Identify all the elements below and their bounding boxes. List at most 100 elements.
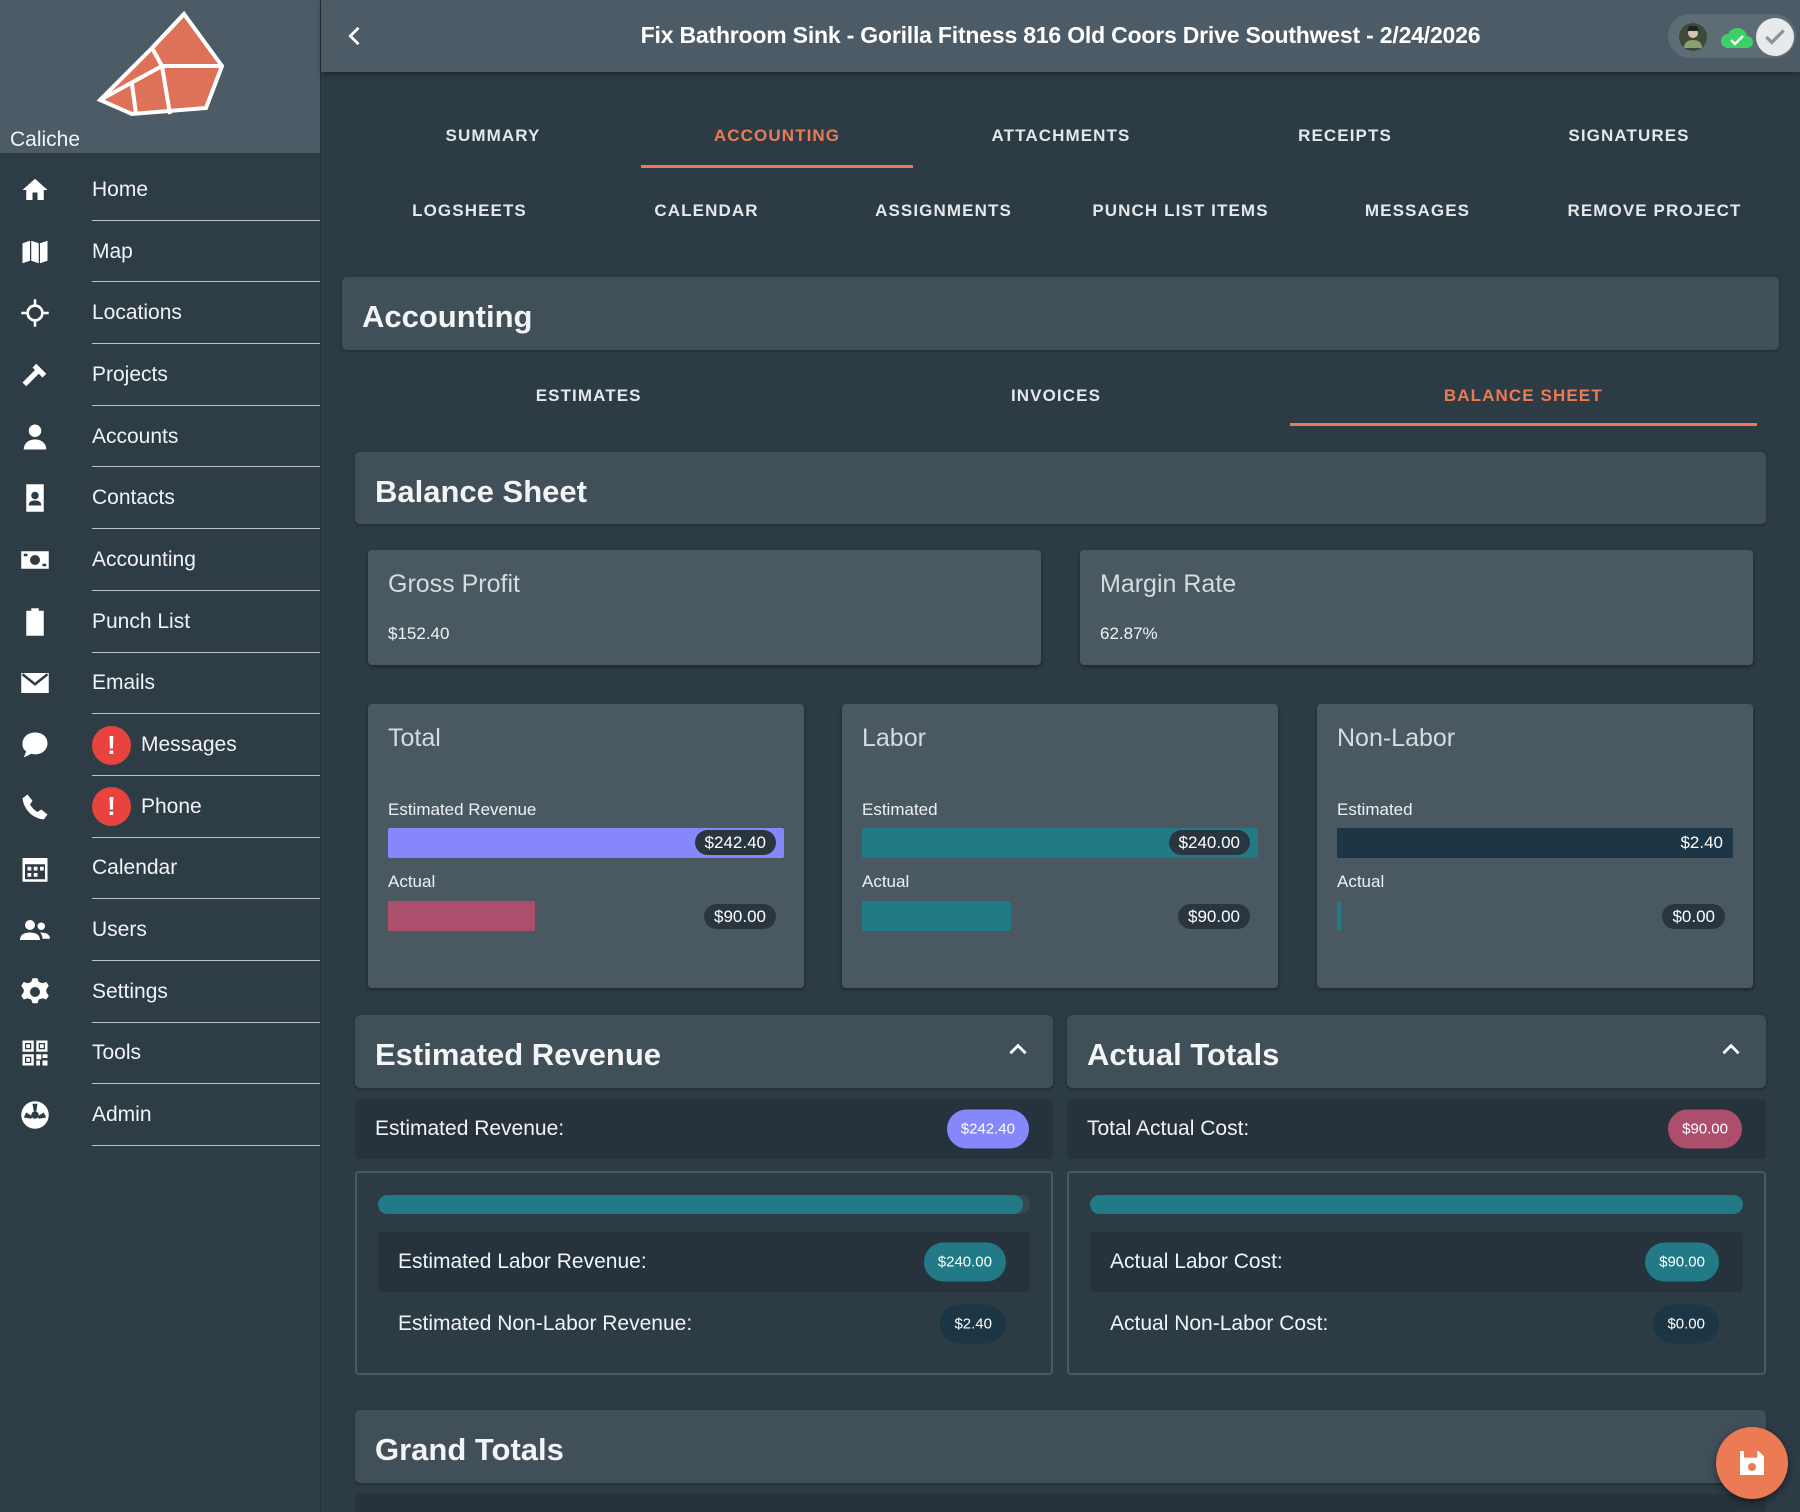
estimated-bar: $242.40 — [388, 828, 784, 858]
checkmark-icon[interactable] — [1756, 18, 1794, 56]
save-icon — [1740, 1451, 1764, 1475]
row-label: Actual Non-Labor Cost: — [1110, 1312, 1329, 1335]
sidebar-item-label: Projects — [92, 362, 168, 386]
sidebar-item-projects[interactable]: Projects — [0, 344, 320, 406]
sidebar-item-label: Home — [92, 177, 149, 201]
sidebar-item-emails[interactable]: Emails — [0, 653, 320, 715]
sidebar-item-label: Tools — [92, 1041, 142, 1065]
grand-totals-header: Grand Totals — [355, 1410, 1766, 1483]
save-button[interactable] — [1716, 1427, 1788, 1499]
sidebar-item-messages[interactable]: ! Messages — [0, 714, 320, 776]
card-title: Margin Rate — [1100, 570, 1237, 598]
subtab-invoices[interactable]: INVOICES — [1010, 386, 1102, 405]
balance-sheet-header: Balance Sheet — [355, 452, 1766, 524]
card-title: Gross Profit — [388, 570, 520, 598]
top-bar: Fix Bathroom Sink - Gorilla Fitness 816 … — [321, 0, 1800, 72]
project-tabs-row-2: LOGSHEETS CALENDAR ASSIGNMENTS PUNCH LIS… — [351, 201, 1773, 221]
subtab-balance-sheet[interactable]: BALANCE SHEET — [1289, 380, 1758, 426]
section-title: Accounting — [362, 299, 533, 334]
sidebar-item-punch-list[interactable]: Punch List — [0, 591, 320, 653]
clipboard-icon — [18, 606, 52, 638]
labor-card: Labor Estimated $240.00 Actual $90.00 — [842, 704, 1278, 988]
tab-logsheets[interactable]: LOGSHEETS — [412, 201, 527, 220]
actual-bar: $90.00 — [862, 901, 1258, 931]
money-icon — [18, 544, 52, 576]
qr-grid-icon — [18, 1037, 52, 1069]
tab-assignments[interactable]: ASSIGNMENTS — [875, 201, 1012, 220]
sidebar-item-tools[interactable]: Tools — [0, 1023, 320, 1085]
estimated-bar-fill — [1337, 828, 1733, 858]
chevron-up-icon[interactable] — [1005, 1037, 1031, 1063]
sidebar-item-label: Contacts — [92, 486, 175, 510]
labor-progress-fill — [378, 1195, 1024, 1214]
estimated-bar: $240.00 — [862, 828, 1258, 858]
users-icon — [18, 914, 52, 946]
sidebar-item-label: Accounting — [92, 547, 196, 571]
accounting-header: Accounting — [342, 277, 1779, 350]
card-value: $152.40 — [388, 624, 450, 643]
sidebar-item-settings[interactable]: Settings — [0, 961, 320, 1023]
progress-track — [1090, 1195, 1743, 1214]
contact-card-icon — [18, 482, 52, 514]
tab-summary[interactable]: SUMMARY — [445, 126, 541, 145]
sidebar-item-label: Calendar — [92, 856, 178, 880]
sidebar-item-calendar[interactable]: Calendar — [0, 838, 320, 900]
gross-profit-card: Gross Profit $152.40 — [368, 550, 1041, 665]
actual-totals-header[interactable]: Actual Totals — [1067, 1015, 1766, 1088]
row-label: Total Actual Cost: — [1087, 1117, 1250, 1140]
actual-bar: $90.00 — [388, 901, 784, 931]
estimated-value-pill: $242.40 — [694, 830, 776, 855]
tab-attachments[interactable]: ATTACHMENTS — [991, 126, 1131, 145]
sidebar-item-contacts[interactable]: Contacts — [0, 467, 320, 530]
tab-messages[interactable]: MESSAGES — [1364, 201, 1471, 220]
section-title: Estimated Revenue — [375, 1037, 661, 1072]
total-actual-cost-chip: $90.00 — [1668, 1109, 1742, 1149]
actual-label: Actual — [862, 872, 910, 891]
actual-non-labor-chip: $0.00 — [1653, 1304, 1719, 1344]
tab-receipts[interactable]: RECEIPTS — [1298, 126, 1392, 145]
estimated-bar: $2.40 — [1337, 828, 1733, 858]
sidebar-item-locations[interactable]: Locations — [0, 282, 320, 345]
tab-accounting[interactable]: ACCOUNTING — [635, 126, 919, 168]
sidebar-item-phone[interactable]: ! Phone — [0, 776, 320, 838]
back-arrow-icon[interactable] — [341, 22, 369, 50]
tab-remove-project[interactable]: REMOVE PROJECT — [1567, 201, 1742, 220]
sidebar-item-admin[interactable]: Admin — [0, 1084, 320, 1146]
sidebar-item-accounting[interactable]: Accounting — [0, 529, 320, 591]
project-tabs-row-1: SUMMARY ACCOUNTING ATTACHMENTS RECEIPTS … — [351, 126, 1771, 168]
chevron-up-icon[interactable] — [1718, 1037, 1744, 1063]
progress-track — [378, 1195, 1030, 1214]
home-icon — [18, 174, 52, 206]
card-title: Non-Labor — [1337, 724, 1456, 752]
estimated-revenue-header[interactable]: Estimated Revenue — [355, 1015, 1053, 1088]
subtab-estimates[interactable]: ESTIMATES — [535, 386, 642, 405]
tab-punch-list-items[interactable]: PUNCH LIST ITEMS — [1092, 201, 1269, 220]
sidebar-item-label: Map — [92, 239, 133, 263]
phone-icon — [18, 791, 52, 823]
map-icon — [18, 236, 52, 268]
crosshair-icon — [18, 297, 52, 329]
sidebar-item-label: Admin — [92, 1103, 152, 1127]
brand-header: Caliche — [0, 0, 320, 153]
estimated-revenue-breakdown: Estimated Labor Revenue: $240.00 Estimat… — [355, 1171, 1053, 1375]
actual-bar-fill — [1337, 901, 1341, 931]
section-title: Balance Sheet — [375, 474, 587, 509]
actual-labor-row: Actual Labor Cost: $90.00 — [1090, 1232, 1743, 1292]
sidebar-item-label: Locations — [92, 301, 182, 325]
estimated-label: Estimated — [1337, 800, 1413, 819]
avatar[interactable] — [1678, 22, 1708, 52]
sidebar-item-users[interactable]: Users — [0, 899, 320, 961]
alert-icon: ! — [92, 787, 131, 827]
row-label: Estimated Non-Labor Revenue: — [398, 1312, 693, 1335]
sidebar-item-label: Emails — [92, 671, 156, 695]
accounting-subtabs: ESTIMATES INVOICES BALANCE SHEET — [355, 380, 1758, 426]
actual-value-pill: $90.00 — [1178, 904, 1250, 929]
sidebar-item-home[interactable]: Home — [0, 159, 320, 221]
actual-totals-total-row: Total Actual Cost: $90.00 — [1067, 1099, 1766, 1159]
grand-totals-row — [355, 1494, 1766, 1512]
sidebar-item-map[interactable]: Map — [0, 221, 320, 283]
tab-calendar[interactable]: CALENDAR — [654, 201, 759, 220]
sidebar-item-accounts[interactable]: Accounts — [0, 406, 320, 468]
tab-signatures[interactable]: SIGNATURES — [1568, 126, 1690, 145]
hammer-icon — [18, 359, 52, 391]
